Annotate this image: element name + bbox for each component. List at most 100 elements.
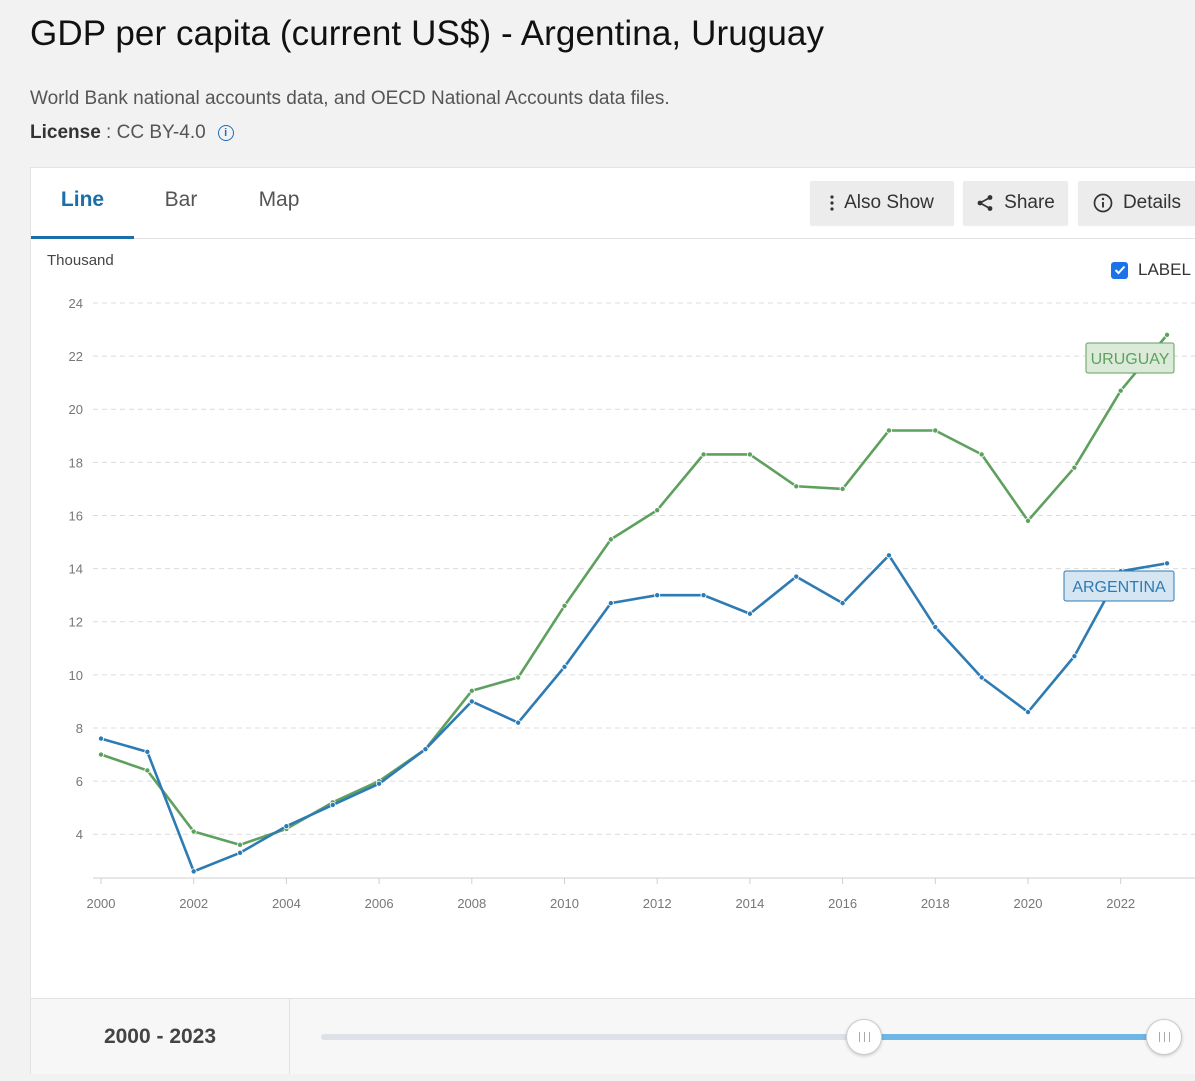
data-point (746, 451, 753, 458)
data-point (1164, 560, 1171, 567)
data-point (654, 592, 661, 599)
license-value: : CC BY-4.0 (100, 122, 206, 143)
x-tick-label: 2006 (365, 896, 394, 911)
label-toggle[interactable]: LABEL (1111, 260, 1191, 280)
more-vertical-icon (830, 195, 834, 211)
y-tick-label: 20 (69, 402, 83, 417)
data-point (932, 624, 939, 631)
slider-handle-start[interactable] (846, 1019, 882, 1055)
data-point (98, 735, 105, 742)
x-tick-label: 2008 (457, 896, 486, 911)
series-label-box (1085, 342, 1175, 374)
details-button[interactable]: Details (1078, 181, 1195, 225)
data-point (190, 868, 197, 875)
info-icon[interactable]: i (217, 125, 234, 141)
data-point (700, 451, 707, 458)
series-line-uruguay (100, 334, 1169, 847)
series-line-argentina (100, 554, 1168, 873)
data-point (1025, 709, 1032, 716)
data-point (700, 592, 707, 599)
slider-track[interactable] (321, 1034, 1161, 1040)
data-point (978, 451, 985, 458)
y-axis-unit: Thousand (47, 252, 114, 269)
data-point (329, 801, 336, 808)
source-text: World Bank national accounts data, and O… (30, 88, 670, 109)
data-point (561, 663, 568, 670)
data-point (561, 602, 568, 609)
x-tick-label: 2022 (1106, 896, 1135, 911)
share-label: Share (1004, 192, 1055, 213)
info-icon (1093, 193, 1113, 213)
data-point (1164, 331, 1171, 338)
data-point (885, 552, 892, 559)
x-tick-label: 2012 (643, 896, 672, 911)
view-tabs: Line Bar Map Also Show Share Details (31, 168, 1195, 239)
details-label: Details (1122, 192, 1182, 213)
data-point (746, 610, 753, 617)
tab-line[interactable]: Line (31, 168, 134, 239)
x-tick-label: 2000 (87, 896, 116, 911)
y-tick-label: 8 (76, 721, 83, 736)
share-button[interactable]: Share (963, 181, 1068, 225)
y-tick-label: 6 (76, 774, 83, 789)
data-point (237, 841, 244, 848)
x-tick-label: 2020 (1014, 896, 1043, 911)
data-point (515, 719, 522, 726)
license-line: License : CC BY-4.0 i (30, 122, 234, 144)
y-tick-label: 18 (69, 455, 83, 470)
check-icon (1114, 265, 1125, 275)
data-point (1071, 464, 1078, 471)
data-point (144, 748, 151, 755)
data-point (607, 600, 614, 607)
series-label-argentina: ARGENTINA (1072, 579, 1166, 596)
share-icon (977, 195, 993, 211)
data-point (237, 849, 244, 856)
data-point (1071, 653, 1078, 660)
label-checkbox[interactable] (1111, 261, 1128, 279)
series-label-box (1063, 570, 1175, 602)
slider-track-fill (863, 1034, 1163, 1040)
page-title: GDP per capita (current US$) - Argentina… (30, 14, 825, 53)
tab-bar[interactable]: Bar (164, 188, 198, 211)
data-point (793, 483, 800, 490)
chart-panel: Line Bar Map Also Show Share Details Tho… (30, 167, 1195, 1074)
series-label-uruguay: URUGUAY (1091, 351, 1170, 368)
data-point (978, 674, 985, 681)
data-point (1025, 517, 1032, 524)
data-point (422, 746, 429, 753)
data-point (144, 767, 151, 774)
data-point (839, 485, 846, 492)
data-point (376, 780, 383, 787)
data-point (190, 828, 197, 835)
y-tick-label: 12 (69, 615, 83, 630)
y-tick-label: 14 (69, 562, 83, 577)
grip-icon (858, 1032, 870, 1042)
data-point (885, 427, 892, 434)
tab-map[interactable]: Map (258, 188, 300, 211)
data-point (793, 573, 800, 580)
y-tick-label: 16 (69, 508, 83, 523)
grip-icon (1158, 1032, 1170, 1042)
x-tick-label: 2004 (272, 896, 301, 911)
data-point (98, 751, 105, 758)
data-point (1117, 387, 1124, 394)
data-point (607, 536, 614, 543)
x-tick-label: 2018 (921, 896, 950, 911)
range-label: 2000 - 2023 (31, 999, 290, 1074)
y-tick-label: 24 (69, 296, 83, 311)
y-tick-label: 10 (69, 668, 83, 683)
also-show-button[interactable]: Also Show (810, 181, 954, 225)
x-tick-label: 2014 (735, 896, 764, 911)
data-point (468, 698, 475, 705)
data-point (283, 823, 290, 830)
x-tick-label: 2016 (828, 896, 857, 911)
slider-handle-end[interactable] (1146, 1019, 1182, 1055)
data-point (468, 687, 475, 694)
data-point (515, 674, 522, 681)
data-point (932, 427, 939, 434)
also-show-label: Also Show (844, 192, 934, 213)
label-toggle-text: LABEL (1138, 260, 1191, 279)
y-tick-label: 22 (69, 349, 83, 364)
y-tick-label: 4 (76, 827, 83, 842)
x-tick-label: 2002 (179, 896, 208, 911)
